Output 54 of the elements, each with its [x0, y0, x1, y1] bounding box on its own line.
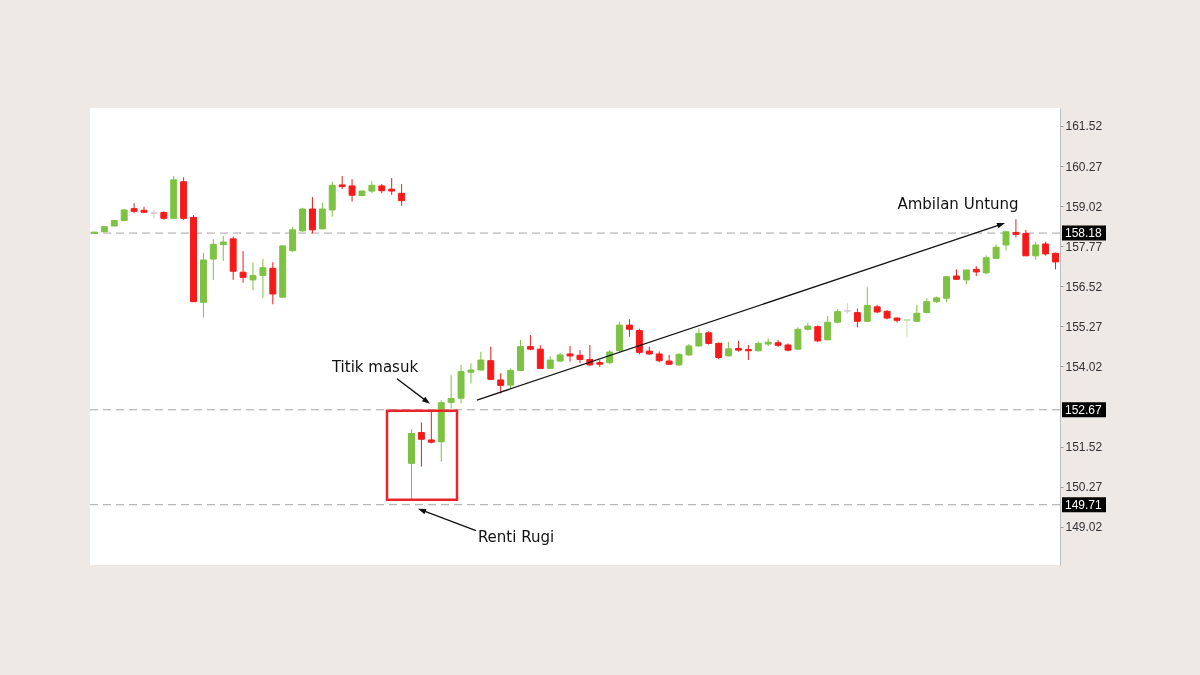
candlestick [566, 345, 574, 363]
candlestick [308, 196, 316, 234]
candlestick [576, 349, 584, 364]
candlestick [130, 202, 138, 214]
candlestick [903, 318, 911, 338]
candlestick [943, 275, 951, 303]
candlestick [249, 262, 257, 291]
annotation: Renti Rugi [477, 527, 555, 546]
candlestick [1022, 229, 1030, 257]
y-tick-label: 161.52 [1065, 119, 1103, 134]
ref-line-label: 152.67 [1065, 402, 1103, 417]
y-tick-label: 150.27 [1065, 480, 1103, 495]
candlestick [1002, 231, 1010, 252]
candlestick [140, 206, 148, 214]
y-tick-label: 159.02 [1065, 199, 1103, 214]
candlestick [507, 367, 515, 390]
candlestick [289, 226, 297, 253]
candlestick [1012, 218, 1020, 238]
y-tick-label: 156.52 [1065, 279, 1103, 294]
candlestick [467, 362, 475, 384]
y-tick-label: 154.02 [1065, 359, 1103, 374]
candlestick [824, 315, 832, 341]
candlestick [417, 421, 425, 468]
candlestick [239, 250, 247, 284]
candlestick [1032, 241, 1040, 261]
candlestick [318, 202, 326, 230]
candlestick [209, 238, 217, 281]
annotation: Titik masuk [330, 357, 419, 376]
candlestick [477, 351, 485, 372]
candlestick [348, 178, 356, 203]
candlestick [536, 344, 544, 369]
candlestick [259, 258, 267, 299]
y-tick-label: 160.27 [1065, 159, 1103, 174]
candlestick [794, 326, 802, 351]
candlestick [150, 209, 158, 219]
y-tick-label: 151.52 [1065, 440, 1103, 455]
candlestick [863, 286, 871, 322]
candlestick [853, 307, 861, 328]
annotation: Ambilan Untung [897, 195, 1019, 214]
candlestick [427, 409, 435, 444]
y-tick-label: 155.27 [1065, 319, 1103, 334]
y-tick-label: 149.02 [1065, 520, 1103, 535]
candlestick [635, 328, 643, 355]
candlestick [219, 235, 227, 262]
ref-line-label: 149.71 [1065, 497, 1103, 512]
candlestick [299, 207, 306, 233]
candlestick [695, 327, 703, 348]
candlestick [398, 183, 406, 207]
candlestick [665, 354, 673, 366]
candlestick [982, 255, 990, 275]
ref-line-label: 158.18 [1065, 226, 1103, 241]
candlestick [447, 374, 455, 409]
y-tick-label: 157.77 [1065, 239, 1103, 254]
candlestick [487, 346, 495, 381]
